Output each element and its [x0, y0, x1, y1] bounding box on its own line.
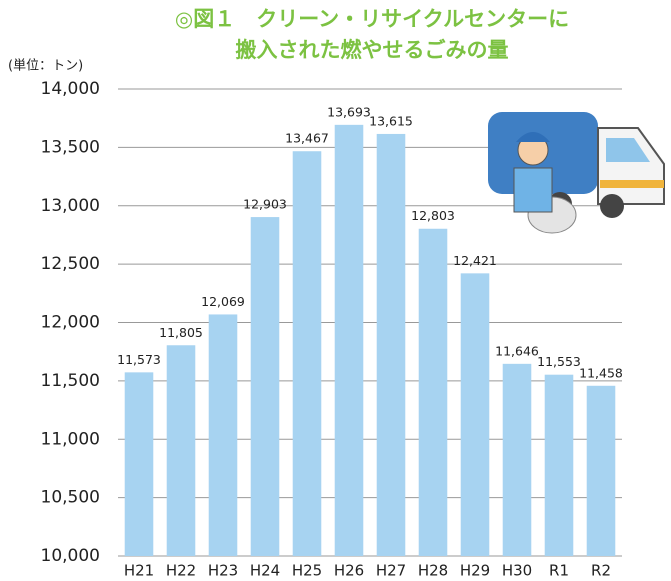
x-tick-label: H25	[292, 562, 322, 580]
value-label: 11,458	[579, 365, 623, 380]
chart: ◎図１ クリーン・リサイクルセンターに 搬入された燃やせるごみの量 (単位：トン…	[0, 0, 671, 581]
y-axis-label: (単位：トン)	[8, 58, 83, 74]
y-tick-label: 10,000	[41, 546, 100, 566]
value-label: 13,467	[285, 131, 329, 146]
y-tick-label: 13,500	[41, 137, 100, 157]
bar	[461, 273, 490, 556]
bar	[587, 386, 616, 556]
value-label: 12,903	[243, 197, 287, 212]
bar	[377, 134, 406, 556]
y-tick-label: 12,500	[41, 254, 100, 274]
truck-illustration	[488, 112, 664, 233]
chart-title: 搬入された燃やせるごみの量	[236, 38, 509, 62]
x-tick-label: H24	[250, 562, 280, 580]
value-label: 12,069	[201, 294, 245, 309]
x-tick-label: H28	[418, 562, 448, 580]
bar	[293, 151, 322, 556]
bar	[335, 125, 364, 556]
bar	[125, 372, 154, 556]
value-label: 13,693	[327, 104, 371, 119]
x-tick-label: H30	[502, 562, 532, 580]
value-label: 12,421	[453, 253, 497, 268]
bar	[545, 375, 574, 556]
bar	[419, 229, 448, 556]
value-label: 11,805	[159, 325, 203, 340]
truck-stripe	[600, 180, 664, 188]
chart-title: ◎図１ クリーン・リサイクルセンターに	[175, 7, 569, 31]
worker-body	[514, 168, 552, 212]
x-tick-label: H22	[166, 562, 196, 580]
value-label: 11,646	[495, 343, 539, 358]
bar	[251, 217, 280, 556]
bar	[503, 364, 532, 556]
value-label: 12,803	[411, 208, 455, 223]
x-tick-label: H27	[376, 562, 406, 580]
value-label: 11,553	[537, 354, 581, 369]
value-label: 11,573	[117, 352, 161, 367]
value-label: 13,615	[369, 113, 413, 128]
wheel	[600, 194, 624, 218]
bar	[167, 345, 196, 556]
x-tick-label: H26	[334, 562, 364, 580]
x-tick-label: H21	[124, 562, 154, 580]
y-tick-label: 13,000	[41, 196, 100, 216]
y-tick-label: 11,000	[41, 429, 100, 449]
y-tick-label: 10,500	[41, 488, 100, 508]
y-tick-label: 12,000	[41, 313, 100, 333]
x-tick-label: H29	[460, 562, 490, 580]
x-tick-label: R1	[549, 562, 569, 580]
x-tick-label: H23	[208, 562, 238, 580]
y-tick-label: 11,500	[41, 371, 100, 391]
y-tick-label: 14,000	[41, 79, 100, 99]
x-tick-label: R2	[591, 562, 611, 580]
bar	[209, 314, 238, 556]
